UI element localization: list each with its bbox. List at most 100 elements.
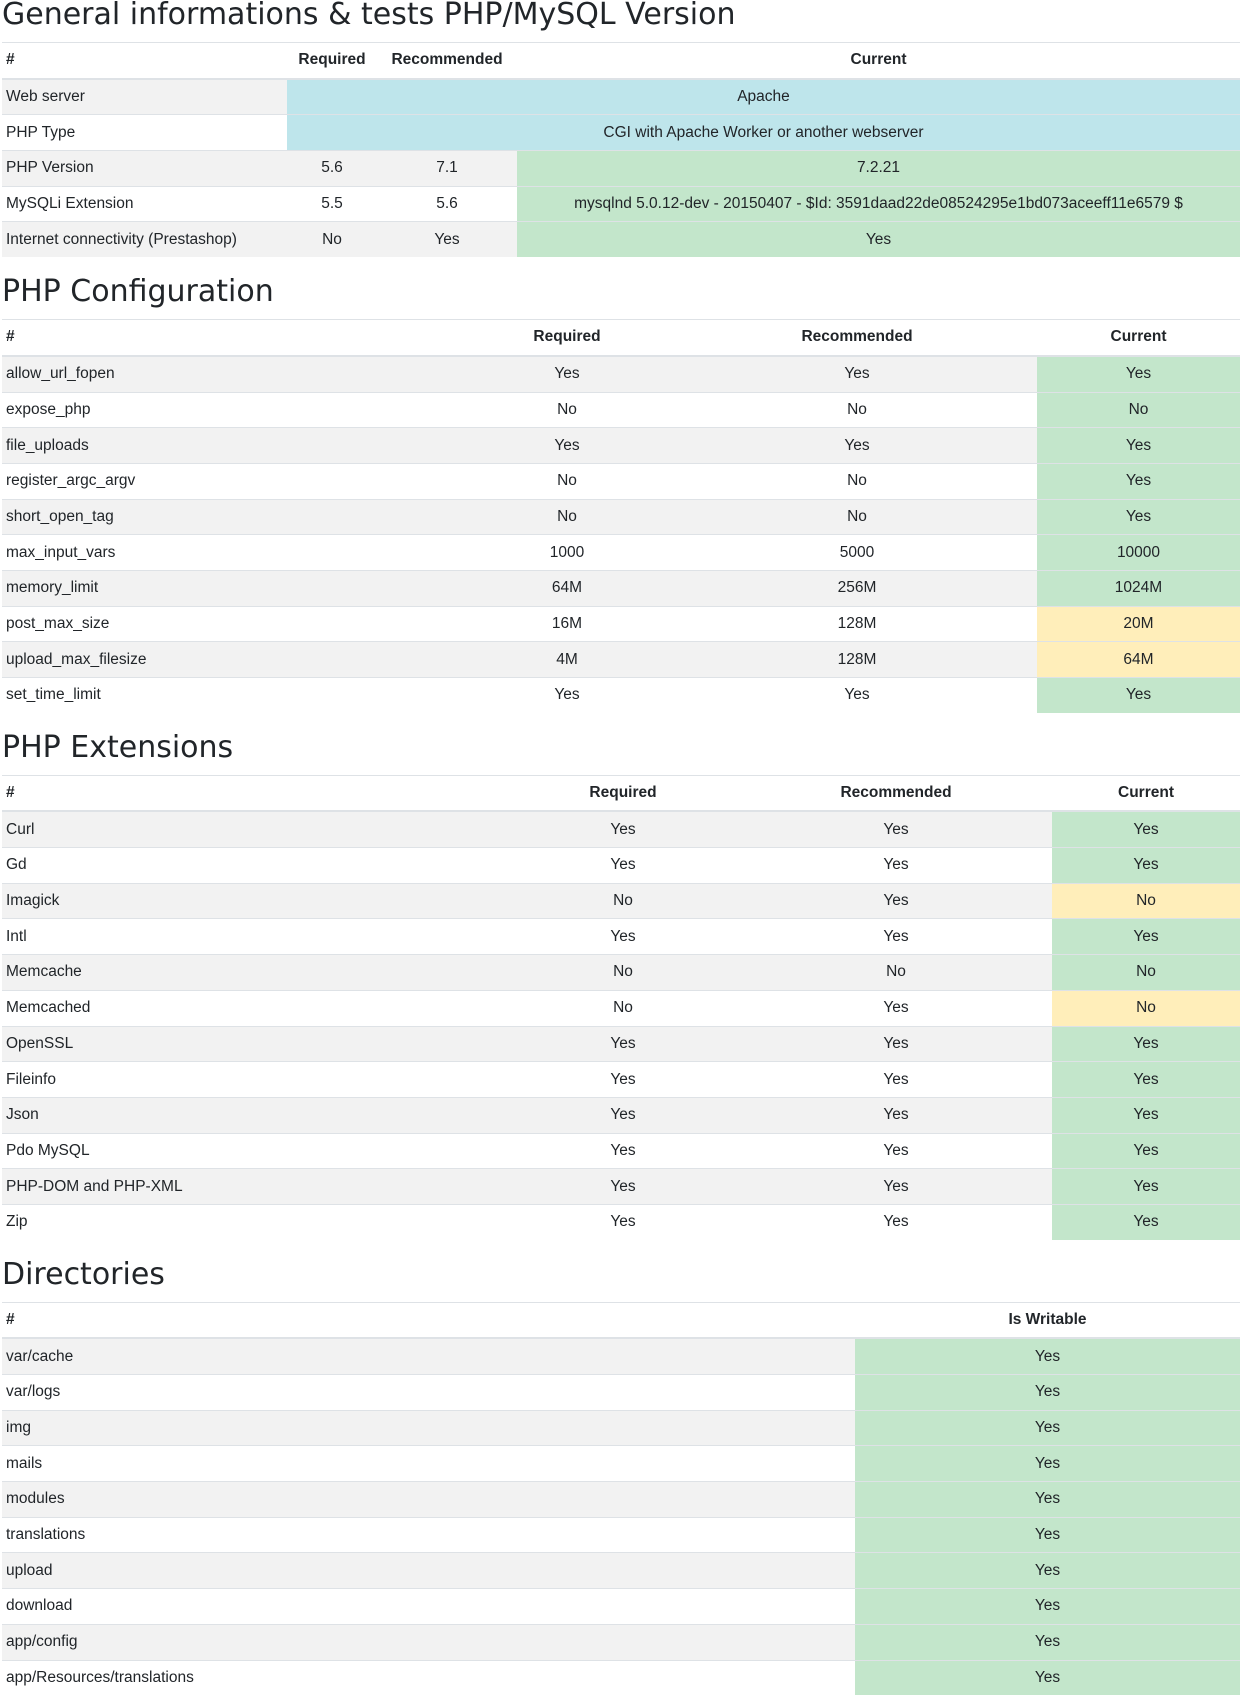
table-row: allow_url_fopen Yes Yes Yes xyxy=(2,355,1240,392)
recommended-value: Yes xyxy=(740,918,1052,955)
table-row: Memcache No No No xyxy=(2,954,1240,991)
current-value-cell: Yes xyxy=(1052,1168,1240,1205)
table-row: short_open_tag No No Yes xyxy=(2,498,1240,535)
row-label: MySQLi Extension xyxy=(2,185,287,222)
current-value-cell: CGI with Apache Worker or another webser… xyxy=(287,114,1240,151)
row-label: Json xyxy=(2,1096,506,1134)
row-label: OpenSSL xyxy=(2,1025,506,1062)
recommended-value: Yes xyxy=(740,1168,1052,1205)
row-label: PHP Type xyxy=(2,114,287,151)
row-label: PHP-DOM and PHP-XML xyxy=(2,1168,506,1205)
recommended-value: No xyxy=(677,391,1037,428)
recommended-value: 128M xyxy=(677,605,1037,642)
current-value-cell: Yes xyxy=(1052,810,1240,848)
current-value-cell: No xyxy=(1052,882,1240,919)
col-header-name: # xyxy=(2,1301,855,1340)
table-row: Memcached No Yes No xyxy=(2,989,1240,1026)
table-row: img Yes xyxy=(2,1409,1240,1446)
required-value: No xyxy=(457,498,677,535)
col-header-required: Required xyxy=(287,41,377,80)
table-row: OpenSSL Yes Yes Yes xyxy=(2,1025,1240,1062)
php-extensions-table: # Required Recommended Current Curl Yes Ye… xyxy=(2,774,1240,1240)
table-row: var/cache Yes xyxy=(2,1337,1240,1375)
current-value-cell: Yes xyxy=(1037,462,1240,500)
table-row: Intl Yes Yes Yes xyxy=(2,918,1240,955)
table-row: mails Yes xyxy=(2,1445,1240,1482)
table-row: Json Yes Yes Yes xyxy=(2,1096,1240,1134)
row-label: Curl xyxy=(2,810,506,848)
table-row: register_argc_argv No No Yes xyxy=(2,462,1240,500)
recommended-value: No xyxy=(677,462,1037,500)
directory-path: upload xyxy=(2,1552,855,1589)
required-value: Yes xyxy=(457,427,677,464)
directory-path: mails xyxy=(2,1445,855,1482)
current-value-cell: No xyxy=(1052,954,1240,991)
required-value: Yes xyxy=(506,918,740,955)
table-row: upload_max_filesize 4M 128M 64M xyxy=(2,641,1240,678)
required-value: Yes xyxy=(506,1132,740,1169)
current-value-cell: Yes xyxy=(1052,1025,1240,1062)
col-header-recommended: Recommended xyxy=(377,41,517,80)
table-row: download Yes xyxy=(2,1588,1240,1625)
col-header-writable: Is Writable xyxy=(855,1301,1240,1340)
writable-value-cell: Yes xyxy=(855,1516,1240,1553)
required-value: 64M xyxy=(457,569,677,607)
writable-value-cell: Yes xyxy=(855,1374,1240,1411)
col-header-name: # xyxy=(2,774,506,813)
recommended-value: 128M xyxy=(677,641,1037,678)
current-value-cell: Yes xyxy=(1037,676,1240,713)
table-row-web-server: Web server Apache xyxy=(2,78,1240,115)
recommended-value: 5.6 xyxy=(377,185,517,222)
directory-path: modules xyxy=(2,1481,855,1518)
writable-value-cell: Yes xyxy=(855,1445,1240,1482)
current-value-cell: 7.2.21 xyxy=(517,150,1240,187)
table-row: file_uploads Yes Yes Yes xyxy=(2,427,1240,464)
required-value: No xyxy=(506,954,740,991)
current-value-cell: mysqlnd 5.0.12-dev - 20150407 - $Id: 359… xyxy=(517,185,1240,222)
required-value: Yes xyxy=(506,847,740,884)
writable-value-cell: Yes xyxy=(855,1623,1240,1660)
col-header-recommended: Recommended xyxy=(740,774,1052,813)
col-header-required: Required xyxy=(506,774,740,813)
current-value-cell: Yes xyxy=(1052,918,1240,955)
writable-value-cell: Yes xyxy=(855,1552,1240,1589)
table-row: modules Yes xyxy=(2,1481,1240,1518)
recommended-value: Yes xyxy=(740,1025,1052,1062)
row-label: PHP Version xyxy=(2,150,287,187)
recommended-value: 7.1 xyxy=(377,150,517,187)
current-value-cell: Apache xyxy=(287,78,1240,115)
required-value: No xyxy=(287,221,377,258)
row-label: Fileinfo xyxy=(2,1061,506,1098)
table-header-row: # Is Writable xyxy=(2,1301,1240,1340)
recommended-value: 256M xyxy=(677,569,1037,607)
row-label: Internet connectivity (Prestashop) xyxy=(2,221,287,258)
recommended-value: Yes xyxy=(740,1203,1052,1240)
current-value-cell: Yes xyxy=(517,221,1240,258)
recommended-value: 5000 xyxy=(677,534,1037,571)
required-value: 16M xyxy=(457,605,677,642)
current-value-cell: No xyxy=(1037,391,1240,428)
col-header-current: Current xyxy=(1037,319,1240,357)
directory-path: app/config xyxy=(2,1623,855,1660)
directory-path: download xyxy=(2,1588,855,1625)
php-config-section-title: PHP Configuration xyxy=(2,274,274,310)
current-value-cell: 64M xyxy=(1037,641,1240,678)
required-value: Yes xyxy=(506,1061,740,1098)
table-header-row: # Required Recommended Current xyxy=(2,774,1240,813)
row-label: short_open_tag xyxy=(2,498,457,535)
row-label: upload_max_filesize xyxy=(2,641,457,678)
writable-value-cell: Yes xyxy=(855,1337,1240,1375)
table-row: app/Resources/translations Yes xyxy=(2,1659,1240,1695)
row-label: Memcache xyxy=(2,954,506,991)
table-row: expose_php No No No xyxy=(2,391,1240,428)
recommended-value: Yes xyxy=(677,427,1037,464)
required-value: No xyxy=(457,391,677,428)
required-value: Yes xyxy=(506,810,740,848)
recommended-value: Yes xyxy=(677,355,1037,392)
col-header-name: # xyxy=(2,41,287,80)
recommended-value: Yes xyxy=(740,1132,1052,1169)
row-label: Intl xyxy=(2,918,506,955)
writable-value-cell: Yes xyxy=(855,1409,1240,1446)
table-row-mysqli: MySQLi Extension 5.5 5.6 mysqlnd 5.0.12-… xyxy=(2,185,1240,222)
directories-table: # Is Writable var/cache Yes var/logs Yes img… xyxy=(2,1301,1240,1695)
